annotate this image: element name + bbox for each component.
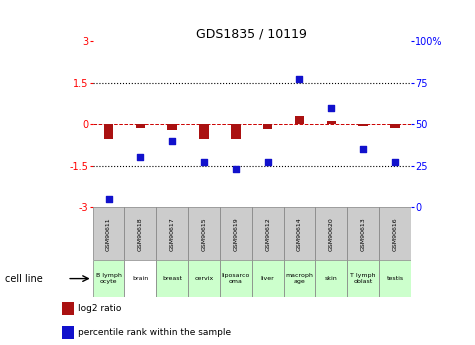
Bar [326,121,336,124]
Text: GSM90619: GSM90619 [233,217,238,250]
Point [168,138,176,144]
Text: GSM90620: GSM90620 [329,217,334,250]
Point [295,77,304,82]
Bar [315,207,347,260]
Bar [284,207,315,260]
Point [137,155,144,160]
Bar [188,207,220,260]
Bar [294,117,304,124]
Text: brain: brain [132,276,149,281]
Bar [220,207,252,260]
Bar [284,260,315,297]
Point [232,166,239,172]
Point [391,159,399,165]
Bar [220,260,252,297]
Point [200,159,208,165]
Bar [199,124,209,139]
Bar [358,124,368,126]
Text: GSM90615: GSM90615 [201,217,207,250]
Point [360,146,367,152]
Text: GSM90614: GSM90614 [297,217,302,250]
Bar [379,260,411,297]
Bar [167,124,177,130]
Text: skin: skin [325,276,338,281]
Point [104,196,112,201]
Bar [252,260,284,297]
Text: cell line: cell line [5,274,42,284]
Bar [135,124,145,128]
Text: breast: breast [162,276,182,281]
Text: GSM90611: GSM90611 [106,217,111,250]
Text: GSM90616: GSM90616 [392,217,398,250]
Text: GSM90618: GSM90618 [138,217,143,250]
Bar [156,260,188,297]
Text: GSM90613: GSM90613 [361,217,366,250]
Bar [347,207,379,260]
Bar [188,260,220,297]
Title: GDS1835 / 10119: GDS1835 / 10119 [196,27,307,40]
Text: T lymph
oblast: T lymph oblast [351,273,376,284]
Bar [379,207,411,260]
Bar [390,124,400,128]
Bar [156,207,188,260]
Point [328,105,335,110]
Bar [62,302,74,315]
Bar [231,124,241,139]
Point [264,159,272,165]
Bar [104,124,114,139]
Bar [93,260,124,297]
Bar [252,207,284,260]
Bar [62,326,74,339]
Text: testis: testis [386,276,404,281]
Bar [263,124,273,129]
Text: log2 ratio: log2 ratio [78,304,122,313]
Text: GSM90612: GSM90612 [265,217,270,250]
Text: percentile rank within the sample: percentile rank within the sample [78,328,231,337]
Bar [124,260,156,297]
Bar [315,260,347,297]
Bar [124,207,156,260]
Bar [93,207,124,260]
Text: liposarco
oma: liposarco oma [222,273,250,284]
Text: GSM90617: GSM90617 [170,217,175,250]
Bar [347,260,379,297]
Text: liver: liver [261,276,275,281]
Text: macroph
age: macroph age [285,273,314,284]
Text: cervix: cervix [194,276,214,281]
Text: B lymph
ocyte: B lymph ocyte [95,273,122,284]
